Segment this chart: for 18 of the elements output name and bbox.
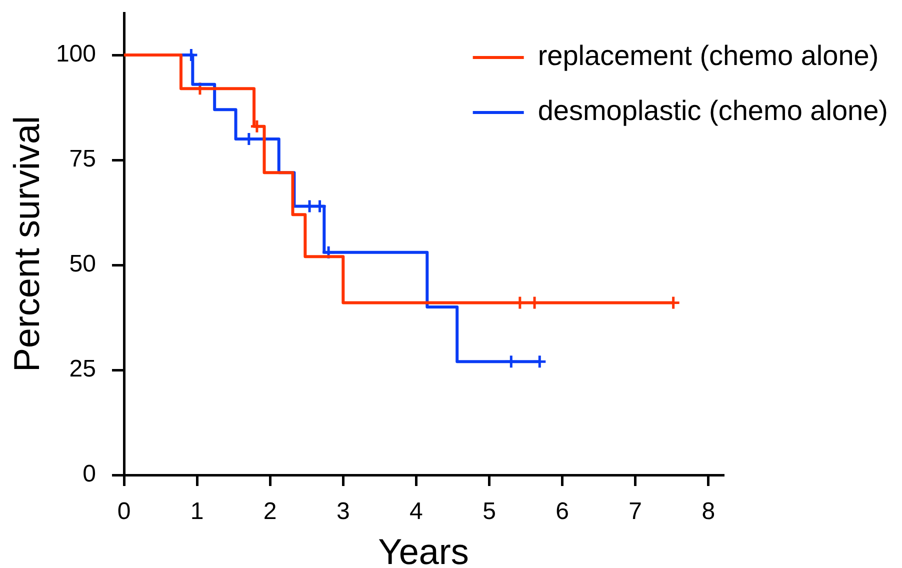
y-axis-title: Percent survival [6,116,47,372]
x-tick-label: 5 [482,498,496,526]
x-tick-label: 3 [336,498,350,526]
y-tick-label: 75 [69,146,96,173]
x-tick-label: 7 [628,498,642,526]
y-tick-label: 0 [82,460,96,488]
x-tick-label: 4 [410,498,423,526]
x-tick-label: 1 [190,498,204,526]
legend-label: replacement (chemo alone) [538,40,879,72]
x-tick-label: 2 [263,498,277,526]
x-tick-label: 6 [556,498,569,526]
x-axis-title: Years [378,530,469,568]
y-tick-label: 50 [69,250,96,278]
x-tick-label: 8 [702,498,716,526]
y-tick-label: 25 [69,356,96,383]
x-tick-label: 0 [117,498,131,526]
legend-label: desmoplastic (chemo alone) [538,95,888,126]
y-tick-label: 100 [56,40,96,68]
